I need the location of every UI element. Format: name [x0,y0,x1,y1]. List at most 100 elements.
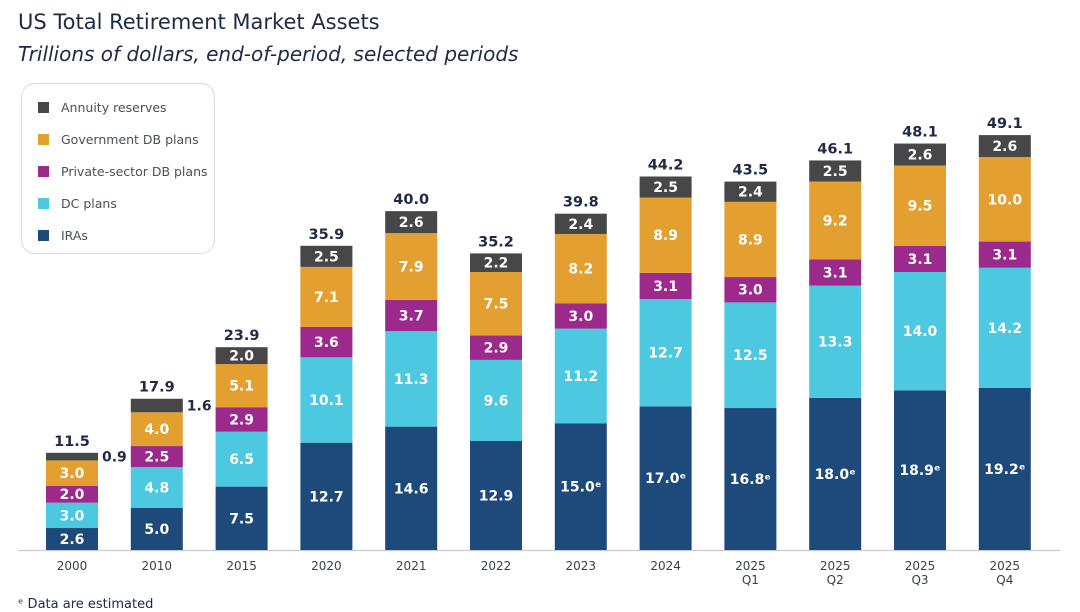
legend-label: Annuity reserves [61,99,167,115]
x-tick-label: 2010 [142,559,173,573]
x-tick-label: 2015 [226,559,257,573]
x-tick-label: 2000 [57,559,88,573]
data-label: 10.0 [988,192,1023,208]
bar-segment-dc-plans [894,271,946,391]
data-label: 8.9 [738,232,763,248]
chart-legend: Annuity reserves Government DB plans Priva… [21,83,215,254]
data-label: 0.9 [102,450,127,466]
chart-subtitle: Trillions of dollars, end-of-period, sel… [18,42,519,66]
data-label: 17.0ᵉ [645,471,686,487]
bar-segment-annuity-reserves [385,211,438,234]
data-label: 16.8ᵉ [730,472,771,488]
data-label: 3.0 [60,466,85,482]
data-label: 12.7 [648,346,683,362]
x-tick-label: 2021 [396,559,427,573]
data-label: 2.9 [484,341,509,357]
data-label: 2.5 [314,249,339,265]
legend-item-dc-plans: DC plans [38,195,117,211]
data-label: 11.2 [564,369,599,385]
bar-segment-annuity-reserves [724,181,777,202]
data-label: 5.0 [144,522,169,538]
data-label: 2.5 [653,180,678,196]
legend-item-annuity-reserves: Annuity reserves [38,99,167,115]
bar-segment-iras [978,387,1031,550]
bar-segment-iras [46,528,98,550]
data-label: 8.9 [653,228,678,244]
data-label: 7.9 [399,260,424,276]
data-label: 2.2 [484,256,509,272]
bar-segment-annuity-reserves [978,135,1031,158]
bar-segment-private-sector-db-plans [46,485,98,503]
bar-segment-private-sector-db-plans [300,326,353,358]
bar-segment-iras [215,486,268,550]
legend-label: Private-sector DB plans [61,163,208,179]
data-label: 4.0 [144,422,169,438]
data-label: 3.1 [908,252,933,268]
data-label: 5.1 [229,379,254,395]
data-label: 12.5 [733,348,768,364]
data-label: 2.9 [229,412,254,428]
bar-segment-government-db-plans [554,233,607,304]
data-label: 2.4 [738,185,763,201]
x-tick-label: Q3 [911,573,928,587]
data-label: 2.6 [992,139,1017,155]
data-label: 2.0 [60,487,85,503]
x-tick-label: Q4 [996,573,1013,587]
bar-segment-iras [894,390,946,550]
bar-segment-government-db-plans [470,271,522,336]
data-label: 14.2 [988,321,1023,337]
legend-item-iras: IRAs [38,227,88,243]
bar-segment-private-sector-db-plans [809,259,862,286]
bar-segment-dc-plans [470,359,522,441]
legend-label: Government DB plans [61,131,199,147]
bar-segment-private-sector-db-plans [724,277,777,303]
bar-segment-private-sector-db-plans [894,245,946,272]
bar-segment-government-db-plans [724,201,777,278]
data-label: 7.5 [484,297,509,313]
data-label: 19.2ᵉ [984,462,1025,478]
bar-segment-private-sector-db-plans [215,407,268,432]
data-label: 3.0 [568,309,593,325]
legend-swatch [38,229,49,241]
data-label: 7.1 [314,290,339,306]
bar-segment-dc-plans [978,267,1031,388]
data-label: 8.2 [568,262,593,278]
data-label: 3.1 [823,265,848,281]
data-label: 10.1 [309,393,344,409]
legend-item-private-sector-db-plans: Private-sector DB plans [38,163,208,179]
bar-segment-government-db-plans [809,181,862,260]
bar-segment-annuity-reserves [300,245,353,267]
bar-segment-private-sector-db-plans [470,335,522,360]
data-label: 9.2 [823,213,848,229]
total-label: 17.9 [139,380,175,396]
legend-swatch [38,101,49,113]
bar-segment-dc-plans [724,302,777,409]
data-label: 18.9ᵉ [899,463,940,479]
bar-segment-dc-plans [130,467,183,508]
bar-segment-government-db-plans [894,165,946,246]
data-label: 2.6 [399,215,424,231]
data-label: 2.0 [229,349,254,365]
data-label: 11.3 [394,372,429,388]
data-label: 2.5 [144,450,169,466]
bar-segment-annuity-reserves [554,213,607,234]
bar-segment-annuity-reserves [894,143,946,166]
bar-segment-dc-plans [46,502,98,529]
bar-segment-annuity-reserves [46,452,98,461]
data-label: 4.8 [144,480,169,496]
x-tick-label: 2020 [311,559,342,573]
data-label: 2.5 [823,164,848,180]
bar-segment-dc-plans [639,299,692,407]
data-label: 14.6 [394,481,429,497]
bar-segment-dc-plans [300,357,353,443]
data-label: 12.7 [309,489,344,505]
bar-segment-government-db-plans [300,266,353,327]
bar-segment-government-db-plans [639,197,692,273]
data-label: 9.5 [908,199,933,215]
total-label: 35.2 [478,234,514,250]
legend-label: DC plans [61,195,117,211]
bar-segment-dc-plans [554,328,607,424]
total-label: 23.9 [224,328,260,344]
bar-segment-private-sector-db-plans [639,272,692,300]
total-label: 44.2 [648,158,684,174]
